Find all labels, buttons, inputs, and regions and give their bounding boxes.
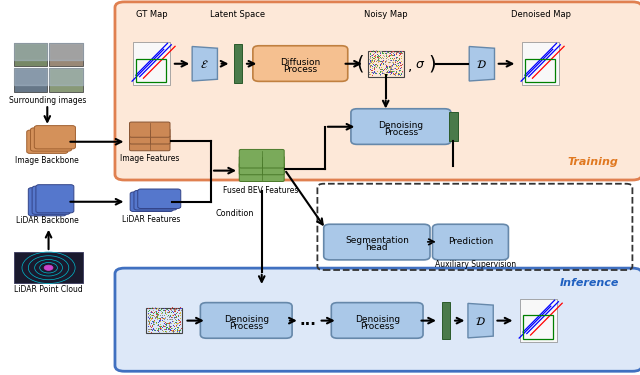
FancyBboxPatch shape: [115, 2, 640, 180]
Text: $\mathcal{E}$: $\mathcal{E}$: [200, 58, 209, 70]
Polygon shape: [469, 46, 495, 81]
Bar: [523, 315, 554, 339]
Text: Denoised Map: Denoised Map: [511, 10, 571, 19]
FancyBboxPatch shape: [433, 224, 508, 260]
FancyBboxPatch shape: [129, 129, 170, 144]
Text: LiDAR Backbone: LiDAR Backbone: [16, 216, 79, 225]
Text: Image Features: Image Features: [120, 154, 179, 163]
FancyBboxPatch shape: [253, 46, 348, 81]
Bar: [449, 112, 458, 141]
Text: Image Backbone: Image Backbone: [15, 156, 79, 165]
Polygon shape: [192, 46, 218, 81]
FancyBboxPatch shape: [200, 303, 292, 338]
Text: Process: Process: [360, 322, 394, 331]
Bar: [49, 68, 83, 92]
Text: Denoising: Denoising: [378, 121, 424, 130]
Text: Training: Training: [567, 157, 618, 167]
Bar: [147, 308, 182, 333]
Text: Fused BEV Features: Fused BEV Features: [223, 186, 298, 195]
Polygon shape: [468, 303, 493, 338]
FancyBboxPatch shape: [138, 189, 180, 209]
FancyBboxPatch shape: [32, 186, 70, 214]
Text: head: head: [365, 243, 388, 252]
Bar: [525, 58, 556, 82]
FancyBboxPatch shape: [27, 130, 68, 153]
Text: Inference: Inference: [560, 278, 619, 288]
Bar: [136, 58, 166, 82]
Text: ): ): [429, 55, 436, 74]
Circle shape: [44, 265, 53, 270]
Bar: [14, 68, 47, 92]
Text: Process: Process: [230, 322, 264, 331]
Bar: [133, 42, 170, 86]
FancyBboxPatch shape: [31, 128, 72, 151]
Text: Latent Space: Latent Space: [210, 10, 265, 19]
FancyBboxPatch shape: [28, 188, 67, 216]
FancyBboxPatch shape: [115, 268, 640, 371]
Text: ...: ...: [300, 313, 316, 328]
Bar: [520, 299, 557, 342]
Bar: [234, 44, 242, 84]
Text: Denoising: Denoising: [355, 315, 400, 324]
Text: Surrounding images: Surrounding images: [8, 96, 86, 105]
Text: Prediction: Prediction: [448, 237, 493, 246]
Text: Process: Process: [284, 65, 317, 74]
Text: (: (: [356, 55, 364, 74]
Bar: [49, 43, 83, 66]
Text: Segmentation: Segmentation: [345, 236, 409, 245]
FancyBboxPatch shape: [239, 149, 284, 168]
FancyBboxPatch shape: [129, 135, 170, 151]
Text: LiDAR Features: LiDAR Features: [122, 215, 181, 224]
Text: $\sigma$: $\sigma$: [415, 58, 425, 71]
Bar: [522, 42, 559, 86]
Text: Process: Process: [384, 128, 418, 137]
FancyBboxPatch shape: [129, 122, 170, 137]
FancyBboxPatch shape: [35, 126, 76, 149]
Text: Condition: Condition: [216, 209, 254, 218]
Text: ,: ,: [408, 58, 412, 73]
Bar: [442, 302, 450, 339]
FancyBboxPatch shape: [351, 109, 451, 144]
FancyBboxPatch shape: [130, 192, 173, 211]
Text: Auxiliary Supervision: Auxiliary Supervision: [435, 260, 516, 269]
Text: Diffusion: Diffusion: [280, 58, 321, 67]
Text: GT Map: GT Map: [136, 10, 168, 19]
FancyBboxPatch shape: [332, 303, 423, 338]
Bar: [368, 51, 404, 76]
Text: LiDAR Point Cloud: LiDAR Point Cloud: [14, 285, 83, 294]
Text: $\mathcal{D}$: $\mathcal{D}$: [477, 58, 487, 70]
Bar: [14, 43, 47, 66]
Text: Noisy Map: Noisy Map: [364, 10, 408, 19]
FancyBboxPatch shape: [239, 156, 284, 175]
FancyBboxPatch shape: [134, 190, 177, 210]
Bar: [14, 252, 83, 283]
FancyBboxPatch shape: [36, 185, 74, 213]
FancyBboxPatch shape: [239, 163, 284, 182]
Text: $\mathcal{D}$: $\mathcal{D}$: [476, 315, 486, 327]
FancyBboxPatch shape: [324, 224, 430, 260]
Text: Denoising: Denoising: [224, 315, 269, 324]
